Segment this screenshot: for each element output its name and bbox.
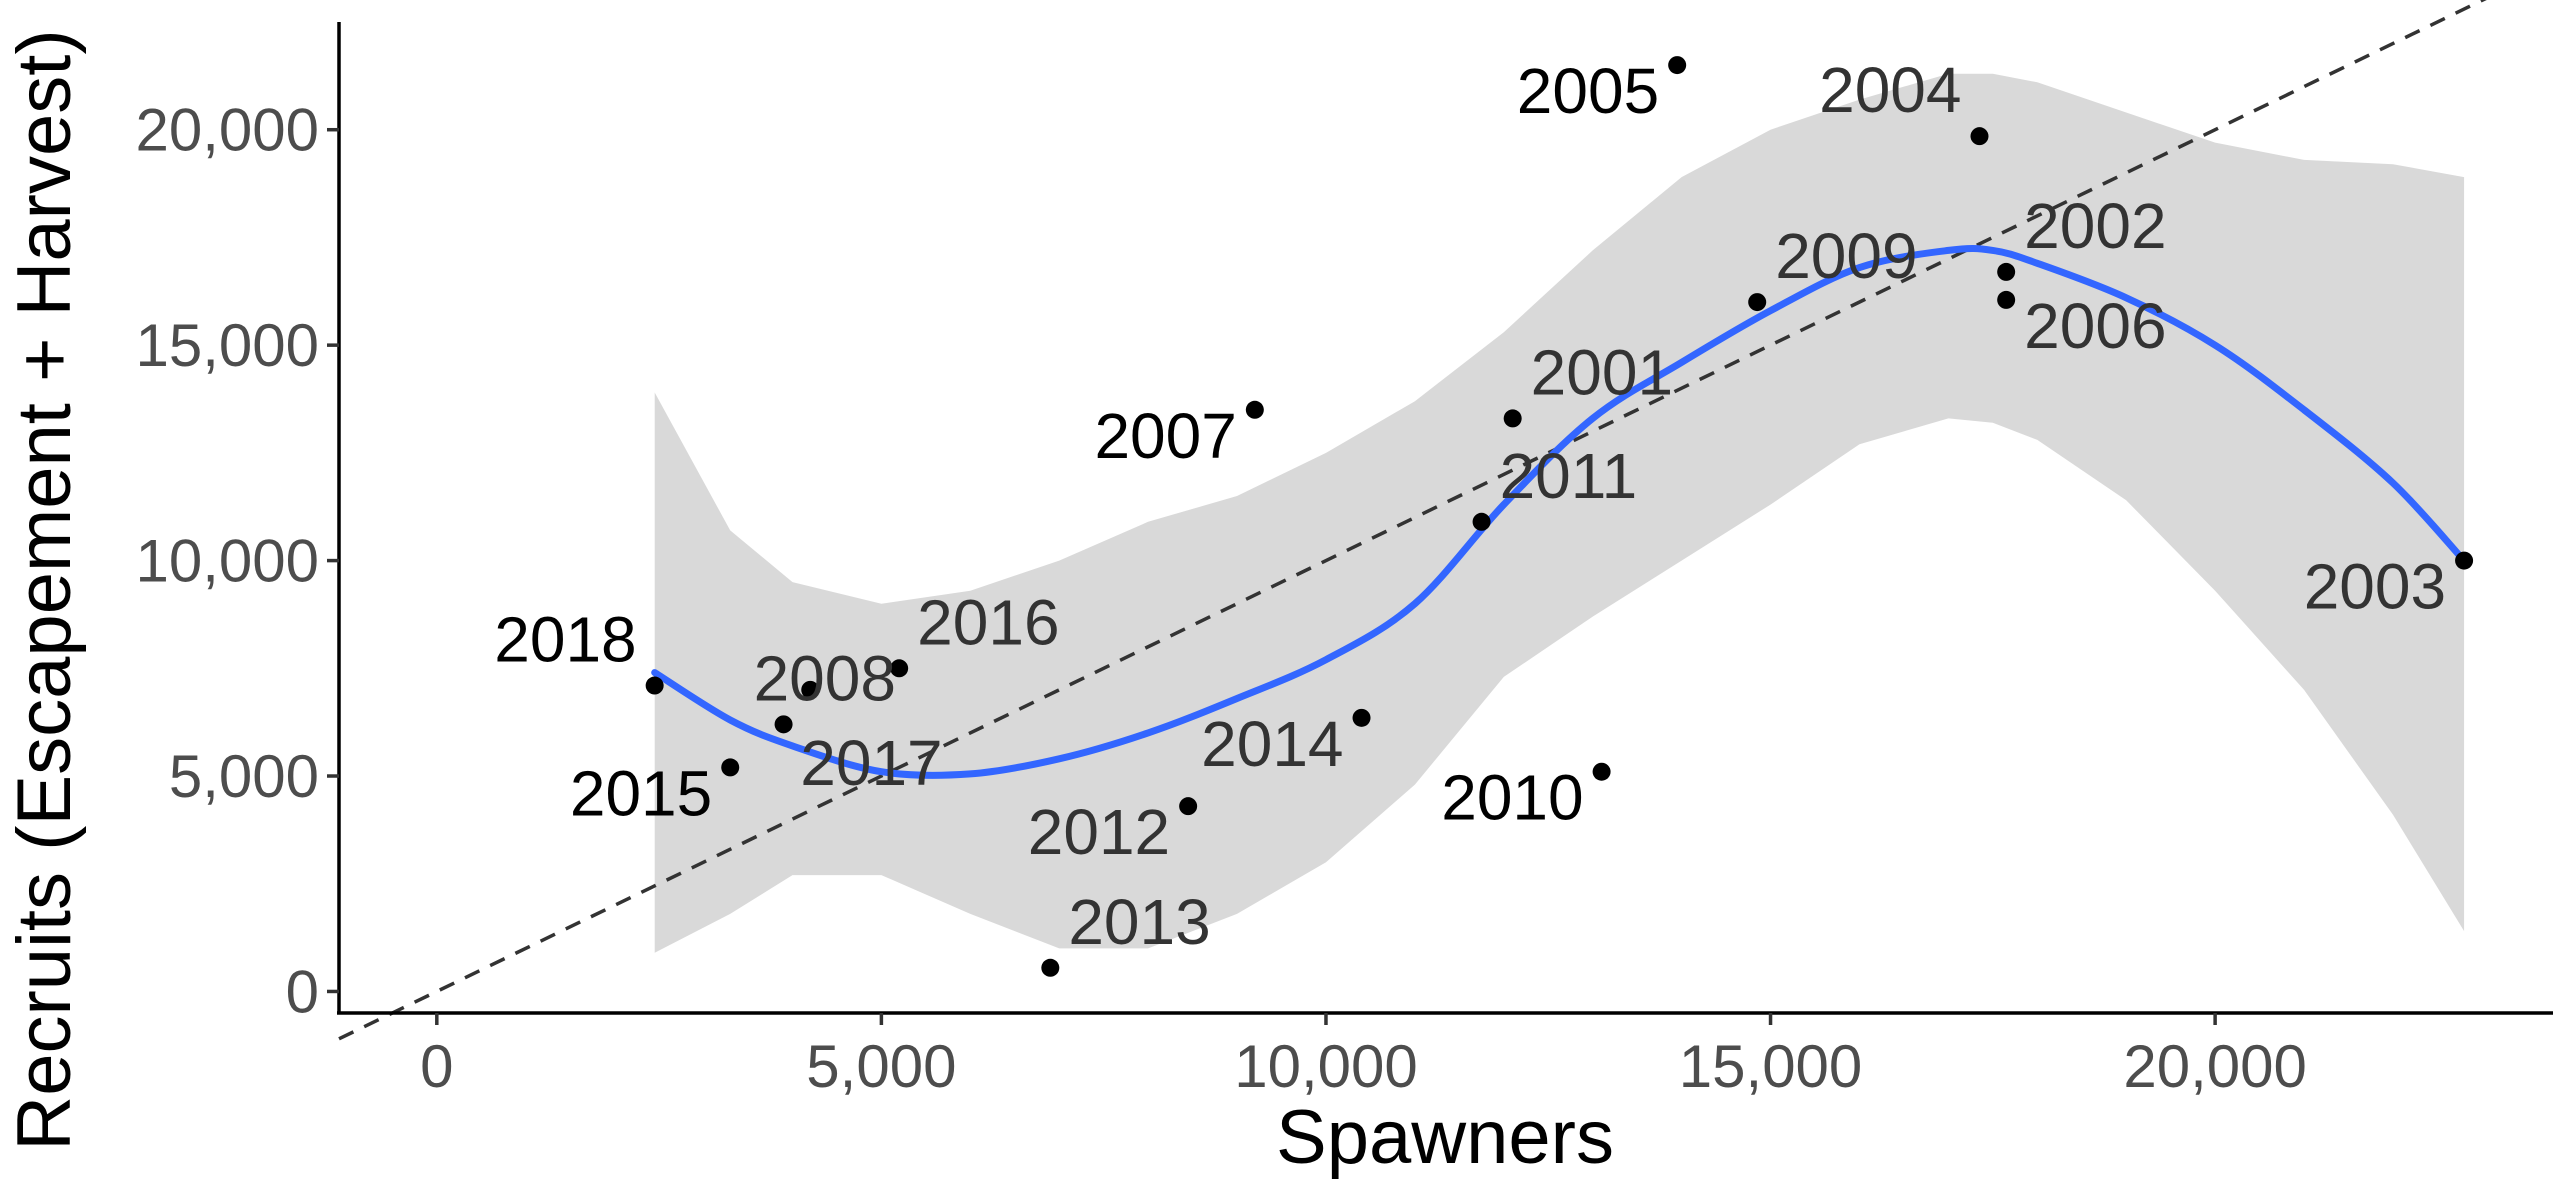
point-label: 2013 [1068, 886, 1210, 958]
y-axis-ticks: 0 5,000 10,000 15,000 20,000 [135, 97, 339, 1025]
point-label: 2006 [2024, 290, 2166, 362]
point-label: 2012 [1028, 796, 1170, 868]
data-point [1592, 762, 1611, 781]
x-tick-label: 15,000 [1679, 1033, 1863, 1100]
data-point [2455, 551, 2474, 570]
point-label: 2010 [1441, 762, 1583, 834]
point-label: 2005 [1517, 55, 1659, 127]
data-point [1668, 56, 1687, 75]
x-tick-label: 5,000 [806, 1033, 956, 1100]
y-tick-label: 0 [286, 958, 319, 1025]
x-axis-title: Spawners [1276, 1095, 1614, 1180]
y-tick-label: 15,000 [135, 312, 319, 379]
data-point [1179, 797, 1198, 816]
x-tick-label: 10,000 [1234, 1033, 1418, 1100]
y-axis-title: Recruits (Escapement + Harvest) [2, 29, 87, 1150]
point-label: 2018 [494, 604, 636, 676]
data-point [801, 680, 820, 699]
x-axis-ticks: 0 5,000 10,000 15,000 20,000 [420, 1013, 2307, 1100]
data-point [1997, 262, 2016, 281]
data-point [1472, 512, 1491, 531]
point-label: 2003 [2304, 551, 2446, 623]
y-tick-label: 10,000 [135, 528, 319, 595]
point-label: 2015 [570, 757, 712, 829]
point-label: 2011 [1500, 440, 1638, 512]
data-point [1970, 127, 1989, 146]
y-tick-label: 5,000 [169, 743, 319, 810]
point-label: 2014 [1201, 708, 1343, 780]
replacement-line [338, 0, 2487, 1041]
data-point [1997, 290, 2016, 309]
point-label: 2008 [754, 642, 896, 714]
y-tick-label: 20,000 [135, 97, 319, 164]
point-label: 2017 [800, 727, 942, 799]
point-label: 2001 [1531, 336, 1673, 408]
point-label: 2016 [917, 586, 1059, 658]
point-label: 2004 [1819, 54, 1961, 126]
point-label: 2002 [2024, 190, 2166, 262]
data-point [645, 676, 664, 695]
data-point [1503, 409, 1522, 428]
loess-fit-line [651, 244, 2468, 779]
data-point [1245, 400, 1264, 419]
data-point [721, 758, 740, 777]
point-label: 2009 [1775, 220, 1917, 292]
data-point [1352, 708, 1371, 727]
x-tick-label: 20,000 [2123, 1033, 2307, 1100]
data-points [645, 56, 2474, 977]
data-point [1748, 293, 1767, 312]
x-tick-label: 0 [420, 1033, 453, 1100]
data-point [890, 659, 909, 678]
point-label: 2007 [1094, 400, 1236, 472]
point-labels: 2001 2002 2003 2004 2005 2006 2007 2008 2009 2010… [494, 54, 2446, 958]
data-point [774, 715, 793, 734]
data-point [1041, 958, 1060, 977]
